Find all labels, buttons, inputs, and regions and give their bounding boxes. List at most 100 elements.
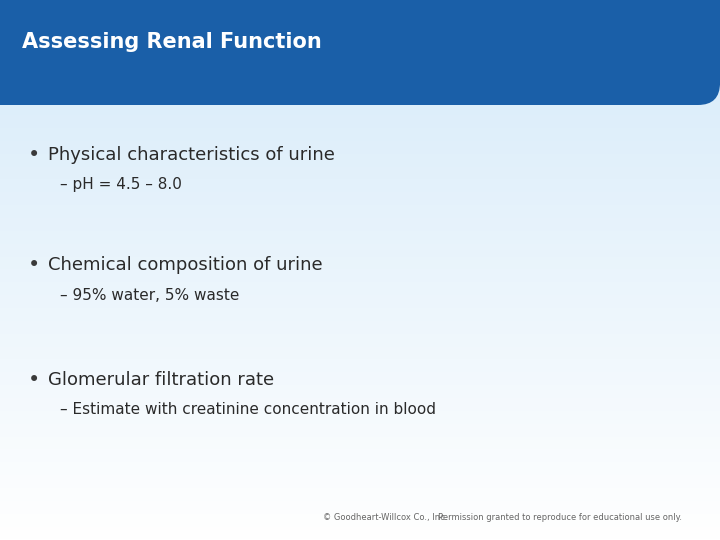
Bar: [0, 422, 720, 423]
Bar: [0, 24, 720, 25]
Bar: [0, 526, 720, 527]
Bar: [0, 399, 720, 400]
Bar: [0, 190, 720, 191]
Text: Glomerular filtration rate: Glomerular filtration rate: [48, 371, 274, 389]
Bar: [0, 318, 720, 319]
Text: © Goodheart-Willcox Co., Inc.: © Goodheart-Willcox Co., Inc.: [323, 513, 447, 522]
Bar: [0, 267, 720, 268]
Bar: [0, 371, 720, 372]
Bar: [0, 225, 720, 226]
Bar: [0, 229, 720, 230]
Bar: [0, 80, 720, 81]
Bar: [0, 390, 720, 391]
Bar: [0, 9, 720, 10]
Bar: [0, 394, 720, 395]
Bar: [0, 418, 720, 419]
Bar: [0, 501, 720, 502]
Bar: [0, 256, 720, 257]
Bar: [0, 27, 720, 28]
Text: Permission granted to reproduce for educational use only.: Permission granted to reproduce for educ…: [438, 513, 682, 522]
Bar: [0, 333, 720, 334]
Bar: [0, 497, 720, 498]
Bar: [0, 28, 720, 29]
Bar: [0, 294, 720, 295]
Bar: [0, 503, 720, 504]
Bar: [0, 392, 720, 393]
Bar: [0, 476, 720, 477]
Bar: [0, 25, 720, 26]
Bar: [0, 453, 720, 454]
Bar: [0, 233, 720, 234]
Bar: [0, 173, 720, 174]
Text: Chemical composition of urine: Chemical composition of urine: [48, 256, 323, 274]
Bar: [0, 40, 720, 41]
Bar: [0, 275, 720, 276]
Bar: [0, 18, 720, 19]
Bar: [0, 76, 720, 77]
Bar: [0, 378, 720, 379]
Bar: [0, 475, 720, 476]
Bar: [0, 416, 720, 417]
Bar: [0, 68, 720, 69]
Bar: [0, 199, 720, 200]
Bar: [0, 355, 720, 356]
Bar: [0, 297, 720, 298]
Bar: [0, 6, 720, 7]
Bar: [0, 461, 720, 462]
Bar: [0, 224, 720, 225]
Bar: [0, 121, 720, 122]
Bar: [0, 369, 720, 370]
Bar: [0, 525, 720, 526]
Bar: [0, 241, 720, 242]
Bar: [0, 251, 720, 252]
Bar: [0, 471, 720, 472]
Bar: [0, 214, 720, 215]
Bar: [0, 346, 720, 347]
Bar: [0, 122, 720, 123]
Bar: [0, 135, 720, 136]
Bar: [0, 292, 720, 293]
Bar: [0, 212, 720, 213]
Bar: [0, 81, 720, 82]
Bar: [0, 47, 720, 48]
Bar: [0, 259, 720, 260]
Bar: [0, 305, 720, 306]
Bar: [0, 523, 720, 524]
Bar: [0, 387, 720, 388]
Bar: [0, 448, 720, 449]
Bar: [0, 253, 720, 254]
Bar: [0, 153, 720, 154]
Bar: [0, 405, 720, 406]
Bar: [0, 33, 720, 34]
Bar: [0, 466, 720, 467]
Bar: [0, 303, 720, 304]
Bar: [0, 485, 720, 486]
Bar: [0, 161, 720, 162]
Bar: [0, 87, 720, 88]
Bar: [0, 364, 720, 365]
Bar: [0, 268, 720, 269]
Bar: [0, 324, 720, 325]
Bar: [0, 104, 720, 105]
Bar: [0, 343, 720, 344]
Bar: [0, 114, 720, 115]
Bar: [0, 480, 720, 481]
Bar: [0, 23, 720, 24]
Bar: [0, 410, 720, 411]
Bar: [0, 254, 720, 255]
Bar: [0, 55, 720, 56]
Bar: [0, 420, 720, 421]
Bar: [0, 372, 720, 373]
Bar: [0, 248, 720, 249]
Bar: [0, 250, 720, 251]
Bar: [0, 54, 720, 55]
Bar: [0, 310, 720, 311]
Bar: [0, 206, 720, 207]
Bar: [0, 115, 720, 116]
Bar: [0, 479, 720, 480]
Bar: [0, 492, 720, 493]
Bar: [0, 255, 720, 256]
Bar: [0, 106, 720, 107]
Bar: [0, 131, 720, 132]
Text: – 95% water, 5% waste: – 95% water, 5% waste: [60, 287, 239, 302]
